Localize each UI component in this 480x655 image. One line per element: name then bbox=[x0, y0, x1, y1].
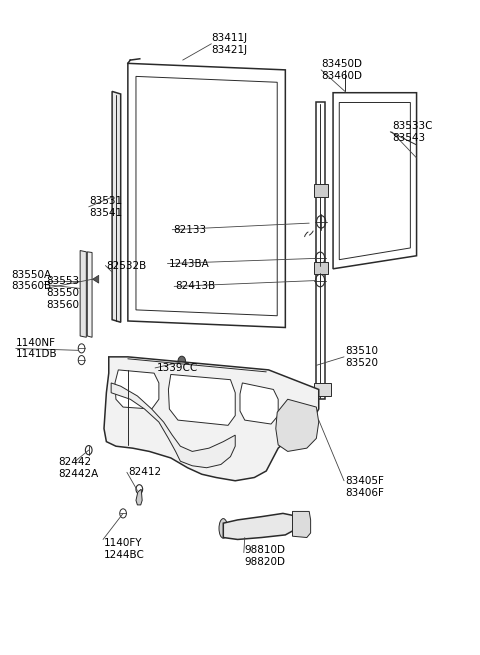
Polygon shape bbox=[240, 383, 278, 424]
Text: 82442
82442A: 82442 82442A bbox=[59, 457, 99, 479]
Circle shape bbox=[178, 356, 186, 367]
Text: 1140NF
1141DB: 1140NF 1141DB bbox=[16, 337, 57, 359]
Circle shape bbox=[196, 414, 207, 430]
Circle shape bbox=[141, 413, 158, 437]
Polygon shape bbox=[80, 251, 86, 337]
Polygon shape bbox=[104, 357, 319, 481]
Circle shape bbox=[189, 404, 215, 440]
Text: 83550A
83560B: 83550A 83560B bbox=[11, 270, 51, 291]
Text: 82413B: 82413B bbox=[176, 282, 216, 291]
Polygon shape bbox=[314, 262, 328, 274]
Text: 82532B: 82532B bbox=[107, 261, 146, 271]
Text: 83531
83541: 83531 83541 bbox=[90, 196, 123, 217]
Polygon shape bbox=[168, 375, 235, 425]
Polygon shape bbox=[314, 383, 331, 396]
Circle shape bbox=[318, 264, 324, 272]
Polygon shape bbox=[136, 489, 142, 505]
Text: 1339CC: 1339CC bbox=[156, 363, 198, 373]
Polygon shape bbox=[276, 400, 319, 451]
Text: 83450D
83460D: 83450D 83460D bbox=[321, 59, 362, 81]
Circle shape bbox=[145, 420, 153, 430]
Text: 83411J
83421J: 83411J 83421J bbox=[211, 33, 248, 54]
Text: 98810D
98820D: 98810D 98820D bbox=[245, 545, 286, 567]
Polygon shape bbox=[93, 275, 99, 283]
Text: 83553
83550
83560: 83553 83550 83560 bbox=[47, 276, 80, 310]
Circle shape bbox=[318, 187, 324, 195]
Polygon shape bbox=[223, 514, 295, 540]
Polygon shape bbox=[112, 92, 120, 322]
Polygon shape bbox=[111, 383, 235, 468]
Text: 1140FY
1244BC: 1140FY 1244BC bbox=[104, 538, 145, 560]
Text: 82412: 82412 bbox=[128, 467, 161, 477]
Polygon shape bbox=[87, 252, 92, 337]
Text: 83510
83520: 83510 83520 bbox=[345, 346, 378, 367]
Ellipse shape bbox=[219, 519, 228, 538]
Text: 83533C
83543: 83533C 83543 bbox=[393, 121, 433, 143]
Text: 83405F
83406F: 83405F 83406F bbox=[345, 476, 384, 498]
Polygon shape bbox=[115, 370, 159, 409]
Text: 82133: 82133 bbox=[173, 225, 206, 234]
Polygon shape bbox=[314, 184, 328, 197]
Polygon shape bbox=[292, 512, 311, 538]
Text: 1243BA: 1243BA bbox=[168, 259, 209, 269]
